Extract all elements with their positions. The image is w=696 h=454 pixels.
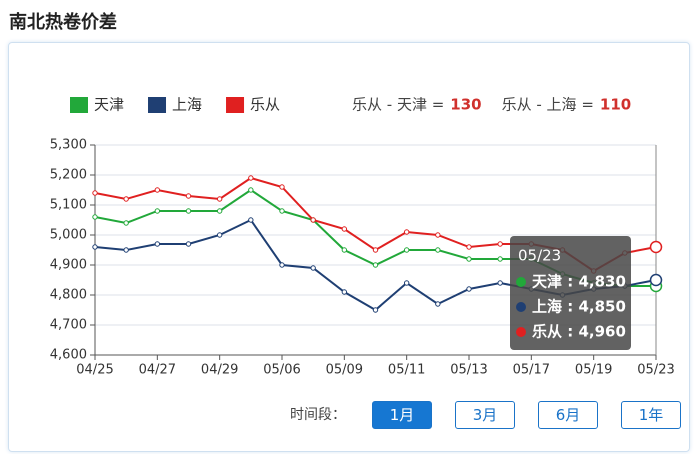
x-tick-label: 05/19 [575,363,612,378]
spread-label: 乐从 - 上海 = [502,96,594,114]
point [341,247,348,253]
point [372,307,379,313]
legend-label: 上海 [172,96,202,114]
point [435,232,441,238]
point [154,208,161,214]
range-label: 时间段： [290,407,346,423]
point [123,220,129,226]
x-tick-label: 05/11 [388,363,425,378]
point [123,196,129,202]
point [248,175,254,181]
point [216,232,223,238]
x-tick-label: 05/17 [513,363,550,378]
point [466,256,472,262]
tooltip-dot [516,302,526,312]
tooltip-row: 天津 : 4,830 [532,273,626,291]
point [341,289,348,295]
spread-value: 110 [600,96,631,114]
spread-label: 乐从 - 天津 = [352,96,444,114]
legend-swatch [226,97,245,113]
point [497,280,503,286]
y-tick-label: 5,200 [50,168,87,183]
x-tick-label: 05/06 [263,363,300,378]
point [92,214,98,220]
spread-value: 130 [450,96,481,114]
point [497,241,503,247]
legend-swatch [148,97,167,113]
x-tick-label: 04/29 [201,363,238,378]
point [279,184,285,190]
x-tick-label: 04/27 [139,363,176,378]
point [279,262,285,268]
tooltip-dot [516,277,526,287]
point [435,247,441,253]
y-tick-label: 4,600 [50,348,87,363]
y-tick-label: 4,800 [50,288,87,303]
point [310,265,316,271]
point [216,208,223,214]
tooltip-row: 乐从 : 4,960 [532,323,626,341]
tooltip-dot [516,327,526,337]
point [185,241,192,247]
point [310,217,316,223]
y-tick-label: 5,100 [50,198,87,213]
range-button[interactable]: 1年 [621,401,681,429]
legend-label: 乐从 [250,96,280,114]
point [216,196,223,202]
point [341,226,348,232]
tooltip-title: 05/23 [518,247,561,265]
point [154,241,161,247]
point [92,190,98,196]
x-tick-label: 05/13 [450,363,487,378]
highlight-point [649,240,663,254]
point [372,247,379,253]
range-button[interactable]: 1月 [372,401,432,429]
x-tick-label: 05/09 [326,363,363,378]
point [403,280,410,286]
x-tick-label: 05/23 [637,363,674,378]
point [435,301,441,307]
point [185,193,192,199]
y-tick-label: 5,000 [50,228,87,243]
y-tick-label: 4,700 [50,318,87,333]
highlight-point [649,273,663,287]
point [185,208,192,214]
point [466,244,472,250]
point [403,229,410,235]
tooltip-box [510,236,631,350]
x-tick-label: 04/25 [76,363,113,378]
legend-label: 天津 [94,96,124,114]
point [92,244,98,250]
point [466,286,472,292]
point [403,247,410,253]
card [8,42,690,452]
y-tick-label: 5,300 [50,138,87,153]
point [497,256,503,262]
legend-swatch [70,97,88,113]
range-button[interactable]: 3月 [455,401,515,429]
point [372,262,379,268]
point [154,187,161,193]
range-button[interactable]: 6月 [538,401,598,429]
page-title: 南北热卷价差 [9,12,117,33]
point [123,247,129,253]
point [279,208,285,214]
tooltip-row: 上海 : 4,850 [532,298,626,316]
y-tick-label: 4,900 [50,258,87,273]
point [248,217,254,223]
point [248,187,254,193]
